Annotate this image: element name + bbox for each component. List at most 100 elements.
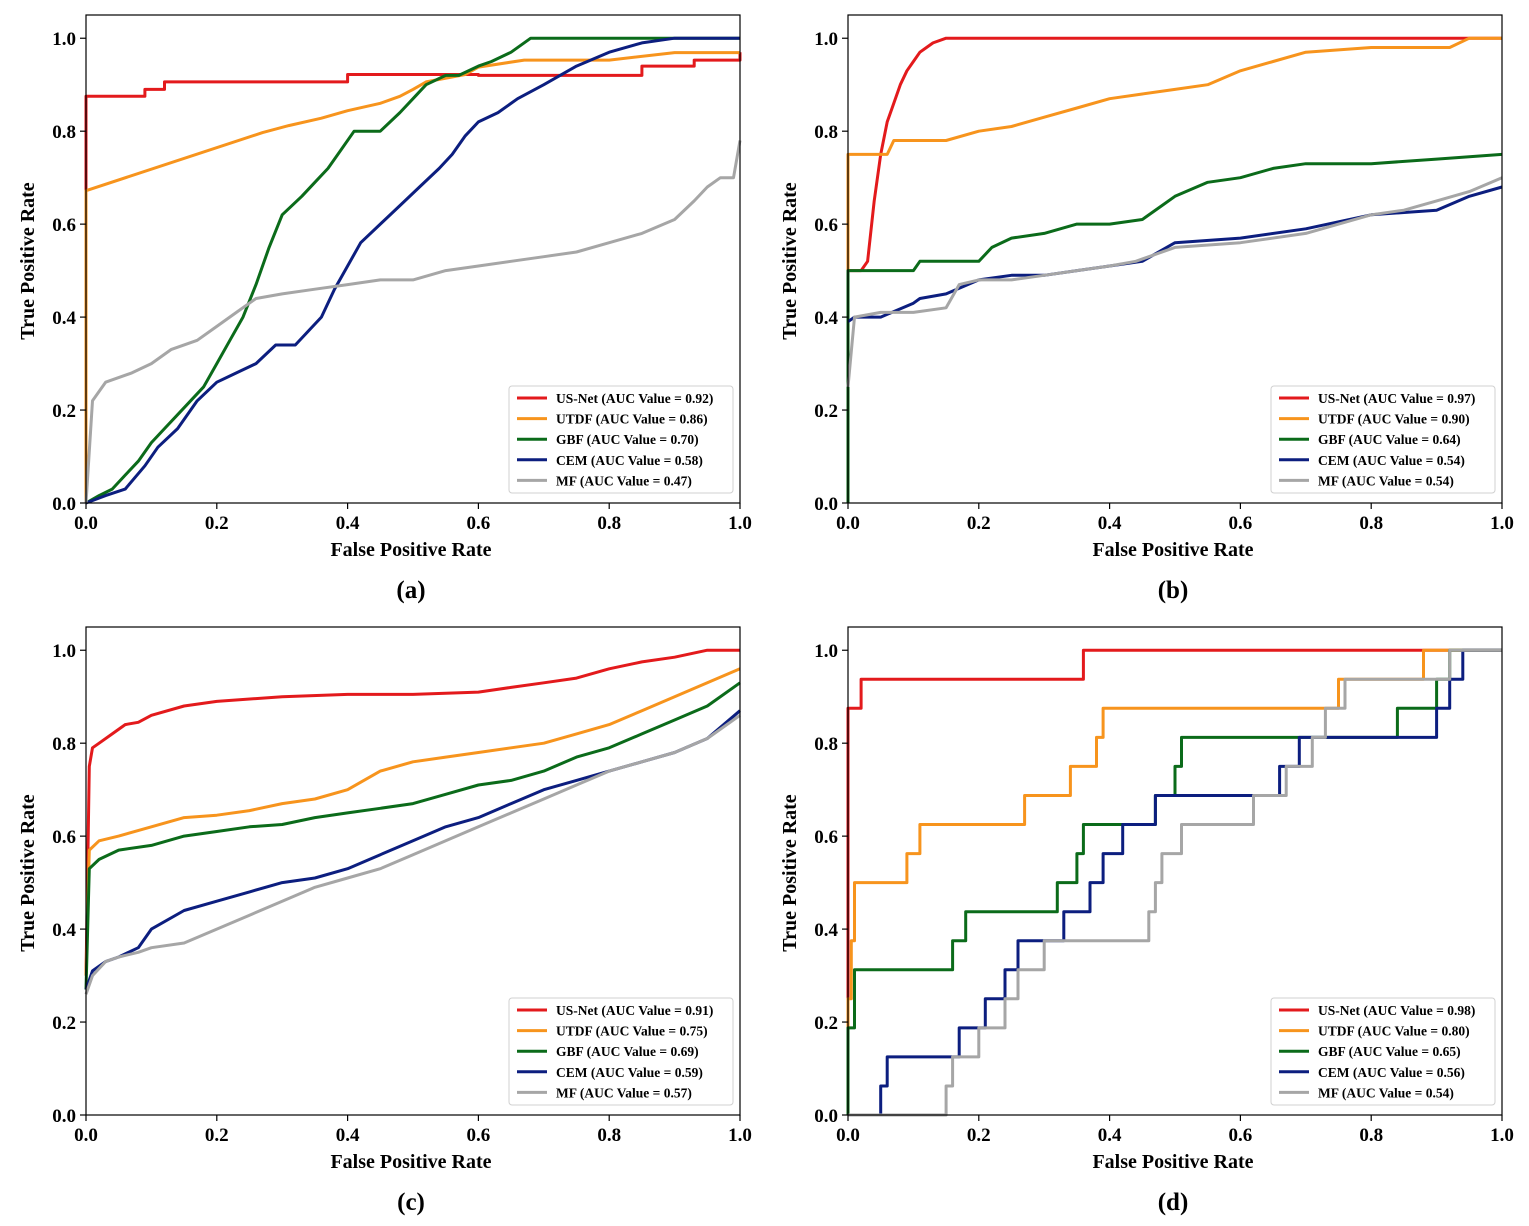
series-line-5	[848, 648, 1502, 1117]
series-line-3	[846, 648, 1502, 1115]
panel-caption: (c)	[397, 1189, 425, 1216]
y-tick-label: 0.4	[814, 308, 838, 329]
legend: US-Net (AUC Value = 0.91) UTDF (AUC Value…	[508, 997, 734, 1106]
roc-panel-d: 0.0 0.2 0.4 0.6 0.8 1.0 0.0 0.2 0.4 0.6 0.8 1.0 Fals…	[779, 626, 1514, 1216]
series-group	[846, 36, 1503, 503]
x-tick-label: 0.8	[597, 1125, 621, 1146]
x-tick-label: 0.4	[336, 1125, 360, 1146]
series-line-2	[84, 667, 741, 976]
y-tick-label: 1.0	[52, 29, 76, 50]
legend: US-Net (AUC Value = 0.97) UTDF (AUC Value…	[1270, 385, 1496, 494]
x-tick-label: 1.0	[1490, 513, 1514, 534]
legend-label: UTDF (AUC Value = 0.90)	[1318, 412, 1470, 427]
y-tick-label: 1.0	[814, 641, 838, 662]
legend-box	[1270, 385, 1496, 494]
series-line-5	[84, 714, 741, 995]
series-line-1	[84, 52, 742, 503]
legend-label: GBF (AUC Value = 0.69)	[556, 1044, 699, 1059]
legend-label: US-Net (AUC Value = 0.91)	[556, 1003, 713, 1018]
y-tick-label: 0.2	[814, 1013, 838, 1034]
x-tick-label: 0.2	[967, 513, 991, 534]
legend-box	[508, 997, 734, 1106]
x-tick-label: 0.6	[467, 1125, 491, 1146]
series-line-3	[85, 36, 740, 505]
x-tick-label: 0.0	[836, 513, 860, 534]
legend-label: CEM (AUC Value = 0.59)	[556, 1065, 703, 1080]
y-tick-label: 0.2	[814, 401, 838, 422]
panel-caption: (a)	[396, 577, 425, 604]
y-tick-label: 0.4	[814, 920, 838, 941]
y-tick-label: 1.0	[814, 29, 838, 50]
x-tick-label: 0.2	[205, 1125, 229, 1146]
series-line-4	[85, 36, 740, 505]
y-axis-label: True Positive Rate	[17, 794, 39, 951]
legend: US-Net (AUC Value = 0.98) UTDF (AUC Value…	[1270, 997, 1496, 1106]
series-line-5	[846, 176, 1503, 387]
legend-label: US-Net (AUC Value = 0.98)	[1318, 1003, 1475, 1018]
x-tick-label: 0.4	[1098, 513, 1122, 534]
legend-label: CEM (AUC Value = 0.58)	[556, 453, 703, 468]
y-tick-label: 0.8	[52, 122, 76, 143]
legend-label: US-Net (AUC Value = 0.97)	[1318, 391, 1475, 406]
legend-label: MF (AUC Value = 0.47)	[556, 473, 692, 488]
plot-frame	[847, 14, 1503, 504]
plot-frame	[85, 14, 741, 504]
y-tick-label: 0.8	[52, 734, 76, 755]
legend-label: CEM (AUC Value = 0.54)	[1318, 453, 1465, 468]
y-tick-label: 0.6	[52, 827, 76, 848]
x-tick-label: 0.0	[836, 1125, 860, 1146]
y-tick-label: 0.2	[52, 401, 76, 422]
series-group	[84, 36, 742, 505]
y-tick-label: 0.8	[814, 122, 838, 143]
series-line-2	[846, 648, 1502, 1115]
plot-frame	[847, 626, 1503, 1116]
series-line-1	[848, 36, 1502, 273]
y-tick-label: 0.0	[814, 494, 838, 515]
x-tick-label: 0.2	[205, 513, 229, 534]
x-axis-label: False Positive Rate	[330, 1151, 491, 1173]
x-tick-label: 0.8	[597, 513, 621, 534]
series-line-5	[84, 140, 742, 504]
legend: US-Net (AUC Value = 0.92) UTDF (AUC Value…	[508, 385, 734, 494]
x-tick-label: 0.6	[1229, 1125, 1253, 1146]
legend-label: US-Net (AUC Value = 0.92)	[556, 391, 713, 406]
series-group	[84, 648, 741, 995]
legend-label: CEM (AUC Value = 0.56)	[1318, 1065, 1465, 1080]
y-tick-label: 0.8	[814, 734, 838, 755]
y-tick-label: 0.2	[52, 1013, 76, 1034]
y-tick-label: 0.4	[52, 308, 76, 329]
legend-label: UTDF (AUC Value = 0.80)	[1318, 1024, 1470, 1039]
y-axis-label: True Positive Rate	[779, 182, 801, 339]
legend-label: GBF (AUC Value = 0.70)	[556, 432, 699, 447]
y-axis-label: True Positive Rate	[17, 182, 39, 339]
y-tick-label: 0.0	[52, 494, 76, 515]
y-tick-label: 0.6	[52, 215, 76, 236]
y-tick-label: 0.0	[52, 1106, 76, 1127]
y-tick-label: 1.0	[52, 641, 76, 662]
series-line-4	[84, 709, 741, 990]
x-axis-label: False Positive Rate	[1092, 1151, 1253, 1173]
series-line-1	[84, 648, 740, 976]
roc-panel-c: 0.0 0.2 0.4 0.6 0.8 1.0 0.0 0.2 0.4 0.6 0.8 1.0 Fals…	[17, 626, 752, 1216]
legend-label: UTDF (AUC Value = 0.75)	[556, 1024, 708, 1039]
series-line-3	[846, 152, 1503, 503]
x-tick-label: 1.0	[728, 1125, 752, 1146]
roc-panel-a: 0.0 0.2 0.4 0.6 0.8 1.0 0.0 0.2 0.4 0.6 0.8 1.0 Fals…	[17, 14, 752, 604]
x-tick-label: 0.8	[1359, 513, 1383, 534]
y-tick-label: 0.0	[814, 1106, 838, 1127]
legend-label: MF (AUC Value = 0.57)	[556, 1085, 692, 1100]
series-line-4	[847, 185, 1503, 323]
x-tick-label: 1.0	[728, 513, 752, 534]
legend-label: GBF (AUC Value = 0.64)	[1318, 432, 1461, 447]
x-tick-label: 0.0	[74, 513, 98, 534]
x-tick-label: 0.4	[1098, 1125, 1122, 1146]
series-line-2	[84, 51, 740, 503]
y-tick-label: 0.4	[52, 920, 76, 941]
legend-box	[1270, 997, 1496, 1106]
legend-label: MF (AUC Value = 0.54)	[1318, 473, 1454, 488]
legend-label: UTDF (AUC Value = 0.86)	[556, 412, 708, 427]
x-tick-label: 0.4	[336, 513, 360, 534]
x-axis-label: False Positive Rate	[330, 539, 491, 561]
x-tick-label: 0.6	[1229, 513, 1253, 534]
x-tick-label: 0.2	[967, 1125, 991, 1146]
